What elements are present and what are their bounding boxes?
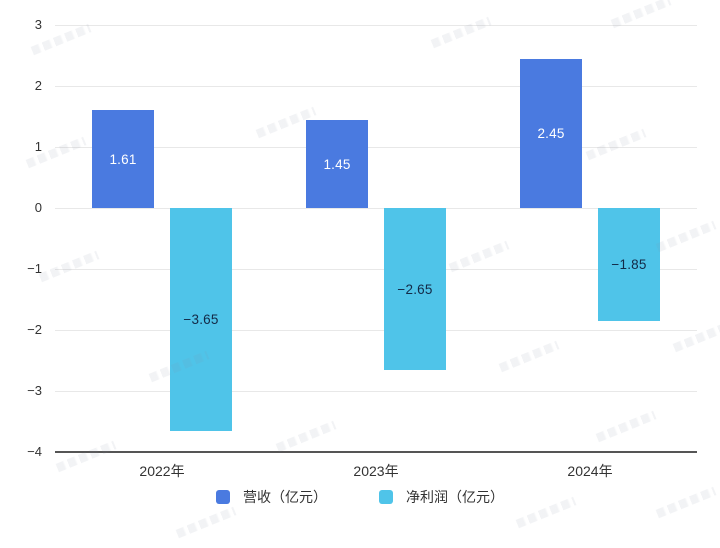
watermark bbox=[585, 128, 647, 161]
legend-swatch-net-profit bbox=[379, 490, 393, 504]
bar-net-profit-2: −2.65 bbox=[384, 208, 446, 370]
bar-net-profit-1: −3.65 bbox=[170, 208, 232, 431]
legend: 营收（亿元） 净利润（亿元） bbox=[0, 487, 720, 507]
gridline bbox=[55, 147, 697, 148]
y-tick-label: −3 bbox=[27, 383, 42, 398]
watermark bbox=[448, 240, 510, 273]
y-tick-label: 3 bbox=[34, 17, 42, 32]
watermark bbox=[498, 340, 560, 373]
bar-value-label: 1.45 bbox=[323, 156, 351, 172]
watermark bbox=[595, 410, 657, 443]
bar-value-label: 1.61 bbox=[109, 151, 137, 167]
legend-label: 营收（亿元） bbox=[243, 489, 327, 505]
watermark bbox=[55, 440, 117, 473]
gridline bbox=[55, 25, 697, 26]
y-tick-label: −4 bbox=[27, 444, 42, 459]
gridline bbox=[55, 330, 697, 331]
bar-value-label: 2.45 bbox=[537, 126, 565, 141]
bar-net-profit-3: −1.85 bbox=[598, 208, 660, 321]
bar-value-label: −1.85 bbox=[611, 257, 647, 272]
x-axis-label: 2022年 bbox=[139, 463, 185, 479]
x-axis-label: 2024年 bbox=[567, 463, 613, 479]
watermark bbox=[430, 16, 492, 49]
gridline bbox=[55, 391, 697, 392]
x-axis-label: 2023年 bbox=[353, 463, 399, 479]
bar-value-label: −3.65 bbox=[183, 312, 219, 327]
y-tick-label: 2 bbox=[34, 78, 42, 93]
watermark bbox=[275, 420, 337, 453]
gridline bbox=[55, 269, 697, 270]
bar-value-label: −2.65 bbox=[397, 281, 433, 297]
bar-revenue-3: 2.45 bbox=[520, 59, 582, 208]
y-tick-label: −2 bbox=[27, 322, 42, 337]
legend-swatch-revenue bbox=[216, 490, 230, 504]
bar-revenue-2: 1.45 bbox=[306, 120, 368, 208]
x-axis-baseline bbox=[55, 451, 697, 453]
watermark bbox=[175, 506, 237, 539]
gridline bbox=[55, 208, 697, 209]
y-tick-label: −1 bbox=[27, 261, 42, 276]
legend-item-net-profit: 净利润（亿元） bbox=[379, 487, 504, 507]
watermark bbox=[672, 320, 720, 353]
gridline bbox=[55, 86, 697, 87]
legend-item-revenue: 营收（亿元） bbox=[216, 487, 327, 507]
watermark bbox=[655, 220, 717, 253]
watermark bbox=[38, 250, 100, 283]
legend-label: 净利润（亿元） bbox=[406, 489, 504, 505]
y-tick-label: 0 bbox=[34, 200, 42, 215]
y-tick-label: 1 bbox=[34, 139, 42, 154]
bar-revenue-1: 1.61 bbox=[92, 110, 154, 208]
